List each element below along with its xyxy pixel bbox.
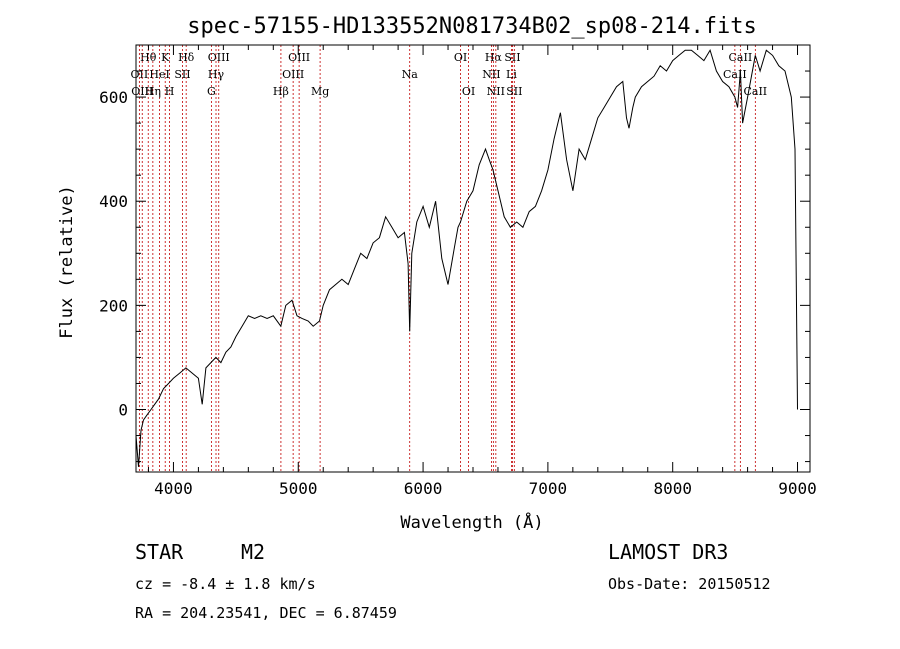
- emission-line-label: SII: [506, 85, 522, 98]
- emission-line-label: CaII: [729, 51, 753, 64]
- x-tick-label: 8000: [653, 479, 692, 498]
- emission-line-label: Hη: [145, 85, 161, 98]
- y-tick-label: 0: [118, 401, 128, 420]
- y-axis-label: Flux (relative): [57, 185, 77, 339]
- emission-line-label: H: [165, 85, 175, 98]
- axis-ticks: 4000 5000 6000 7000 8000 9000 0 200 400 600: [99, 44, 817, 498]
- x-tick-label: 4000: [154, 479, 193, 498]
- class-label: STAR: [135, 540, 184, 564]
- y-tick-label: 600: [99, 88, 128, 107]
- x-tick-label: 9000: [778, 479, 817, 498]
- y-tick-label: 200: [99, 296, 128, 315]
- emission-line-label: Hγ: [208, 68, 225, 81]
- obs-date-text: Obs-Date: 20150512: [608, 575, 771, 593]
- emission-line-label: OI: [454, 51, 467, 64]
- emission-line-label: NII: [482, 68, 500, 81]
- plot-frame: [135, 44, 811, 473]
- x-axis-label: Wavelength (Å): [400, 511, 543, 533]
- emission-line-label: Hα: [485, 51, 503, 64]
- coordinates-text: RA = 204.23541, DEC = 6.87459: [135, 604, 397, 622]
- emission-line-label: OIII: [282, 68, 304, 81]
- emission-line-label: Na: [402, 68, 419, 81]
- emission-line-label: OI: [462, 85, 475, 98]
- redshift-text: cz = -8.4 ± 1.8 km/s: [135, 575, 316, 593]
- emission-line-label: Hβ: [273, 85, 289, 98]
- emission-line-label: K: [161, 51, 170, 64]
- chart-title: spec-57155-HD133552N081734B02_sp08-214.f…: [187, 14, 757, 39]
- emission-line-label: OIII: [288, 51, 310, 64]
- emission-line-label: OII: [131, 68, 149, 81]
- spectrum-line: [135, 48, 798, 467]
- emission-line-label: CaII: [723, 68, 747, 81]
- emission-line-label: Mg: [311, 85, 329, 98]
- subclass-label: M2: [241, 540, 266, 564]
- emission-line-label: Hδ: [178, 51, 195, 64]
- emission-line-label: CaII: [743, 85, 767, 98]
- emission-line-label: HeI: [149, 68, 169, 81]
- emission-line-label: SII: [504, 51, 520, 64]
- x-tick-label: 6000: [404, 479, 443, 498]
- emission-line-label: Li: [506, 68, 517, 81]
- emission-line-label: G: [207, 85, 216, 98]
- emission-line-label: NII: [487, 85, 505, 98]
- emission-line-label: OIII: [208, 51, 230, 64]
- y-tick-label: 400: [99, 192, 128, 211]
- emission-line-label: SII: [174, 68, 190, 81]
- x-tick-label: 7000: [529, 479, 568, 498]
- emission-line-label: OIII: [131, 85, 153, 98]
- x-tick-label: 5000: [279, 479, 318, 498]
- survey-label: LAMOST DR3: [608, 540, 729, 564]
